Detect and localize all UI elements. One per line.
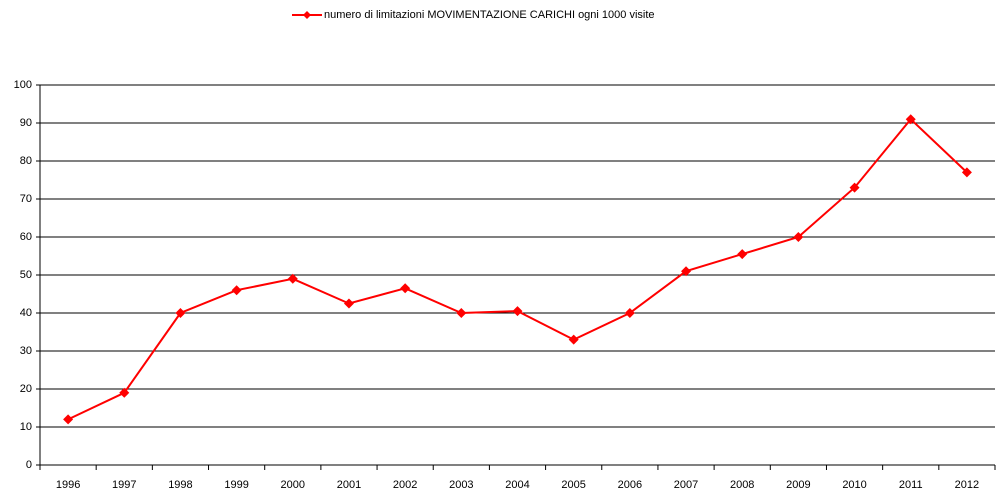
data-point [63, 414, 74, 425]
y-tick-label: 90 [20, 117, 32, 129]
y-tick-label: 70 [20, 193, 32, 205]
series-line [67, 117, 968, 421]
y-tick-label: 10 [20, 421, 32, 433]
y-tick-label: 20 [20, 383, 32, 395]
y-tick-label: 100 [14, 79, 32, 91]
data-point [849, 182, 860, 193]
data-point [737, 249, 748, 260]
data-point [287, 273, 298, 284]
data-point [119, 387, 130, 398]
legend-marker [303, 11, 311, 19]
x-tick-label: 2000 [281, 479, 305, 491]
x-tick-label: 1997 [112, 479, 136, 491]
x-tick-label: 2005 [561, 479, 585, 491]
data-point [231, 285, 242, 296]
x-tick-label: 2001 [337, 479, 361, 491]
data-point [624, 308, 635, 318]
x-tick-label: 2003 [449, 479, 473, 491]
data-point [512, 306, 523, 317]
x-tick-label: 1998 [168, 479, 192, 491]
x-tick-label: 2009 [786, 479, 810, 491]
x-tick-label: 2004 [505, 479, 529, 491]
legend-label: numero di limitazioni MOVIMENTAZIONE CAR… [324, 9, 655, 21]
data-point [400, 283, 411, 294]
y-tick-label: 60 [20, 231, 32, 243]
x-tick-label: 2008 [730, 479, 754, 491]
data-point [961, 167, 972, 178]
data-point [681, 266, 692, 277]
data-point [568, 334, 579, 345]
x-tick-label: 1999 [224, 479, 248, 491]
y-tick-label: 50 [20, 269, 32, 281]
y-tick-label: 0 [26, 459, 32, 471]
data-point [793, 232, 804, 242]
data-point [175, 308, 186, 318]
x-tick-label: 2002 [393, 479, 417, 491]
y-tick-label: 30 [20, 345, 32, 357]
data-point [456, 308, 467, 318]
x-tick-label: 2011 [899, 479, 923, 491]
x-tick-label: 1996 [56, 479, 80, 491]
x-tick-label: 2010 [842, 479, 866, 491]
x-tick-label: 2006 [618, 479, 642, 491]
data-point [905, 114, 916, 125]
y-tick-label: 80 [20, 155, 32, 167]
x-tick-label: 2007 [674, 479, 698, 491]
x-tick-label: 2012 [955, 479, 979, 491]
y-tick-label: 40 [20, 307, 32, 319]
data-point [343, 298, 354, 309]
